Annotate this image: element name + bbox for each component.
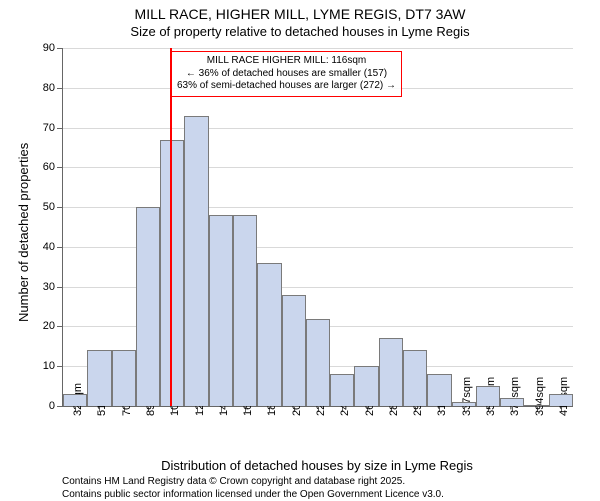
chart-title: MILL RACE, HIGHER MILL, LYME REGIS, DT7 … [0, 0, 600, 22]
histogram-bar [379, 338, 403, 406]
x-tick-label: 337sqm [461, 377, 473, 416]
plot-area: 010203040506070809032sqm51sqm70sqm89sqm1… [62, 48, 573, 407]
x-axis-label: Distribution of detached houses by size … [62, 458, 572, 473]
histogram-bar [209, 215, 233, 406]
annotation-box: MILL RACE HIGHER MILL: 116sqm← 36% of de… [171, 51, 402, 97]
y-axis-label: Number of detached properties [16, 143, 31, 322]
chart-container: MILL RACE, HIGHER MILL, LYME REGIS, DT7 … [0, 0, 600, 500]
x-tick-label: 394sqm [534, 377, 546, 416]
chart-subtitle: Size of property relative to detached ho… [0, 24, 600, 39]
annotation-line: ← 36% of detached houses are smaller (15… [177, 68, 396, 81]
y-tick-label: 40 [43, 241, 63, 253]
grid-line [63, 48, 573, 49]
histogram-bar [403, 350, 427, 406]
y-tick-label: 20 [43, 320, 63, 332]
y-tick-label: 10 [43, 360, 63, 372]
footer-line-2: Contains public sector information licen… [62, 489, 444, 501]
x-tick-label: 375sqm [509, 377, 521, 416]
histogram-bar [500, 398, 524, 406]
y-tick-label: 90 [43, 42, 63, 54]
histogram-bar [476, 386, 500, 406]
y-tick-label: 50 [43, 201, 63, 213]
reference-line [170, 48, 172, 406]
footer-attribution: Contains HM Land Registry data © Crown c… [62, 476, 444, 501]
annotation-line: MILL RACE HIGHER MILL: 116sqm [177, 55, 396, 68]
annotation-line: 63% of semi-detached houses are larger (… [177, 80, 396, 93]
histogram-bar [257, 263, 281, 406]
histogram-bar [136, 207, 160, 406]
grid-line [63, 167, 573, 168]
histogram-bar [233, 215, 257, 406]
histogram-bar [524, 405, 548, 406]
histogram-bar [112, 350, 136, 406]
y-tick-label: 60 [43, 161, 63, 173]
histogram-bar [87, 350, 111, 406]
footer-line-1: Contains HM Land Registry data © Crown c… [62, 476, 444, 489]
histogram-bar [452, 402, 476, 406]
y-tick-label: 80 [43, 82, 63, 94]
histogram-bar [549, 394, 573, 406]
y-tick-label: 70 [43, 122, 63, 134]
histogram-bar [427, 374, 451, 406]
histogram-bar [184, 116, 208, 406]
histogram-bar [330, 374, 354, 406]
histogram-bar [63, 394, 87, 406]
y-tick-label: 0 [49, 400, 63, 412]
y-tick-label: 30 [43, 281, 63, 293]
histogram-bar [282, 295, 306, 406]
histogram-bar [354, 366, 378, 406]
histogram-bar [306, 319, 330, 407]
grid-line [63, 128, 573, 129]
